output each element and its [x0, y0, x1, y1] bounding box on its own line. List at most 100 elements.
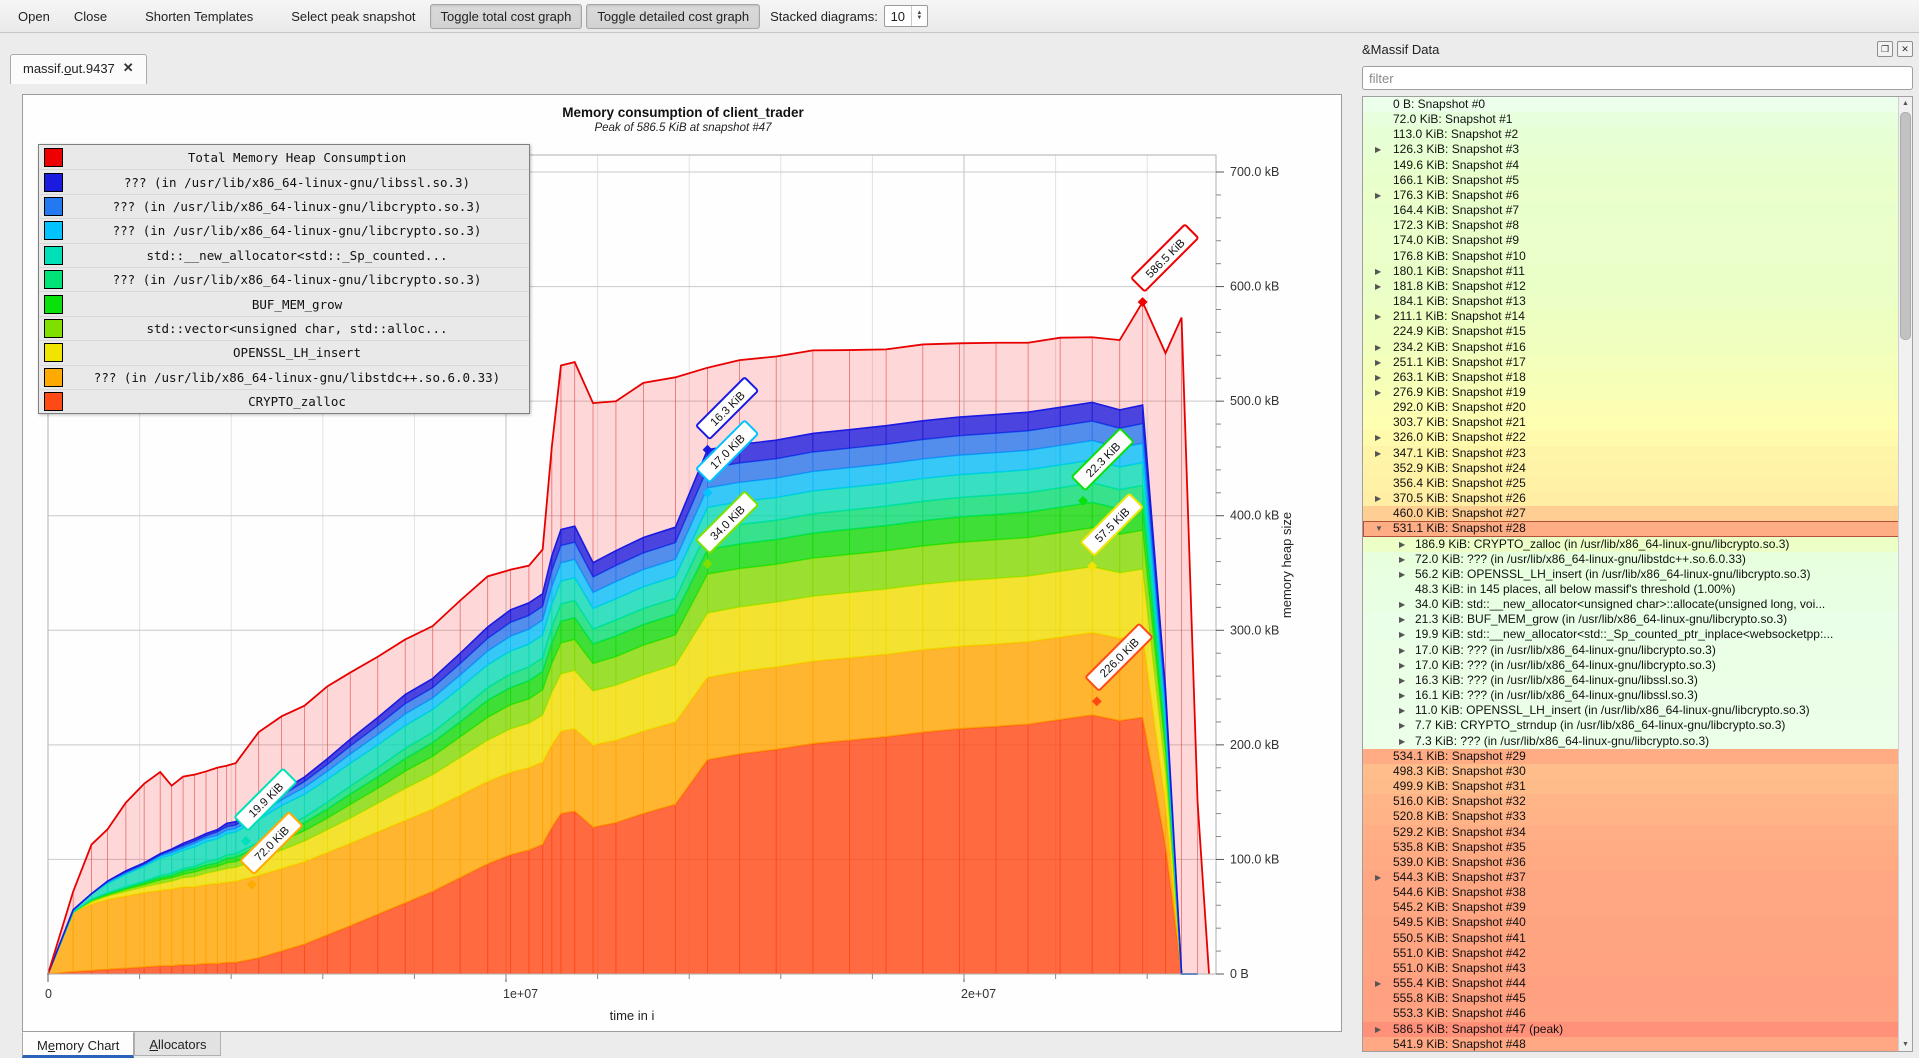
expand-icon[interactable]: ▶	[1375, 142, 1381, 157]
snapshot-child-row[interactable]: ▶7.3 KiB: ??? (in /usr/lib/x86_64-linux-…	[1363, 734, 1912, 749]
snapshot-row[interactable]: 529.2 KiB: Snapshot #34	[1363, 825, 1912, 840]
toggle-detailed-cost-button[interactable]: Toggle detailed cost graph	[586, 4, 760, 29]
dock-float-icon[interactable]: ❐	[1877, 41, 1893, 57]
expand-icon[interactable]: ▶	[1399, 552, 1405, 567]
expand-icon[interactable]: ▶	[1399, 612, 1405, 627]
snapshot-row[interactable]: ▶180.1 KiB: Snapshot #11	[1363, 264, 1912, 279]
snapshot-row[interactable]: 550.5 KiB: Snapshot #41	[1363, 931, 1912, 946]
expand-icon[interactable]: ▶	[1375, 340, 1381, 355]
expand-icon[interactable]: ▶	[1375, 1022, 1381, 1037]
expand-icon[interactable]: ▶	[1375, 309, 1381, 324]
expand-icon[interactable]: ▶	[1375, 870, 1381, 885]
snapshot-row[interactable]: 541.9 KiB: Snapshot #48	[1363, 1037, 1912, 1052]
snapshot-row[interactable]: 149.6 KiB: Snapshot #4	[1363, 158, 1912, 173]
snapshot-row[interactable]: ▼531.1 KiB: Snapshot #28	[1363, 521, 1912, 536]
snapshot-child-row[interactable]: ▶19.9 KiB: std::__new_allocator<std::_Sp…	[1363, 627, 1912, 642]
expand-icon[interactable]: ▶	[1375, 430, 1381, 445]
snapshot-child-row[interactable]: ▶34.0 KiB: std::__new_allocator<unsigned…	[1363, 597, 1912, 612]
expand-icon[interactable]: ▶	[1375, 370, 1381, 385]
toggle-total-cost-button[interactable]: Toggle total cost graph	[430, 4, 583, 29]
tab-memory-chart[interactable]: Memory Chart	[22, 1032, 134, 1058]
snapshot-row[interactable]: 551.0 KiB: Snapshot #43	[1363, 961, 1912, 976]
snapshot-row[interactable]: ▶555.4 KiB: Snapshot #44	[1363, 976, 1912, 991]
stacked-diagrams-spinbox[interactable]: 10 ▲ ▼	[884, 5, 928, 27]
spinbox-arrows[interactable]: ▲ ▼	[911, 6, 927, 26]
snapshot-row[interactable]: ▶126.3 KiB: Snapshot #3	[1363, 142, 1912, 157]
snapshot-row[interactable]: 534.1 KiB: Snapshot #29	[1363, 749, 1912, 764]
expand-icon[interactable]: ▶	[1399, 597, 1405, 612]
expand-icon[interactable]: ▶	[1375, 355, 1381, 370]
snapshot-child-row[interactable]: ▶16.1 KiB: ??? (in /usr/lib/x86_64-linux…	[1363, 688, 1912, 703]
snapshot-row[interactable]: 303.7 KiB: Snapshot #21	[1363, 415, 1912, 430]
snapshot-row[interactable]: 520.8 KiB: Snapshot #33	[1363, 809, 1912, 824]
snapshot-row[interactable]: ▶211.1 KiB: Snapshot #14	[1363, 309, 1912, 324]
snapshot-row[interactable]: 553.3 KiB: Snapshot #46	[1363, 1006, 1912, 1021]
scrollbar-thumb[interactable]	[1900, 112, 1911, 340]
expand-icon[interactable]: ▶	[1375, 491, 1381, 506]
expand-icon[interactable]: ▶	[1399, 537, 1405, 552]
tab-allocators[interactable]: Allocators	[134, 1032, 221, 1056]
snapshot-row[interactable]: 224.9 KiB: Snapshot #15	[1363, 324, 1912, 339]
snapshot-child-row[interactable]: ▶72.0 KiB: ??? (in /usr/lib/x86_64-linux…	[1363, 552, 1912, 567]
snapshot-child-row[interactable]: ▶11.0 KiB: OPENSSL_LH_insert (in /usr/li…	[1363, 703, 1912, 718]
snapshot-child-row[interactable]: ▶7.7 KiB: CRYPTO_strndup (in /usr/lib/x8…	[1363, 718, 1912, 733]
scroll-down-icon[interactable]: ▼	[1899, 1038, 1912, 1051]
snapshot-row[interactable]: ▶251.1 KiB: Snapshot #17	[1363, 355, 1912, 370]
expand-icon[interactable]: ▶	[1399, 718, 1405, 733]
snapshot-child-row[interactable]: 48.3 KiB: in 145 places, all below massi…	[1363, 582, 1912, 597]
snapshot-row[interactable]: 0 B: Snapshot #0	[1363, 97, 1912, 112]
expand-icon[interactable]: ▶	[1399, 567, 1405, 582]
snapshot-child-row[interactable]: ▶186.9 KiB: CRYPTO_zalloc (in /usr/lib/x…	[1363, 537, 1912, 552]
snapshot-row[interactable]: 176.8 KiB: Snapshot #10	[1363, 249, 1912, 264]
snapshot-row[interactable]: 164.4 KiB: Snapshot #7	[1363, 203, 1912, 218]
snapshot-child-row[interactable]: ▶21.3 KiB: BUF_MEM_grow (in /usr/lib/x86…	[1363, 612, 1912, 627]
snapshot-row[interactable]: 535.8 KiB: Snapshot #35	[1363, 840, 1912, 855]
snapshot-row[interactable]: ▶544.3 KiB: Snapshot #37	[1363, 870, 1912, 885]
snapshot-row[interactable]: 172.3 KiB: Snapshot #8	[1363, 218, 1912, 233]
tab-close-icon[interactable]: ✕	[123, 60, 134, 76]
scroll-up-icon[interactable]: ▲	[1899, 97, 1912, 110]
close-button[interactable]: Close	[64, 4, 117, 29]
snapshot-row[interactable]: 166.1 KiB: Snapshot #5	[1363, 173, 1912, 188]
snapshot-row[interactable]: ▶263.1 KiB: Snapshot #18	[1363, 370, 1912, 385]
expand-icon[interactable]: ▶	[1375, 188, 1381, 203]
snapshot-row[interactable]: 498.3 KiB: Snapshot #30	[1363, 764, 1912, 779]
snapshot-row[interactable]: ▶234.2 KiB: Snapshot #16	[1363, 340, 1912, 355]
snapshot-row[interactable]: 551.0 KiB: Snapshot #42	[1363, 946, 1912, 961]
spin-down-icon[interactable]: ▼	[916, 16, 922, 21]
expand-icon[interactable]: ▶	[1375, 446, 1381, 461]
snapshot-row[interactable]: 539.0 KiB: Snapshot #36	[1363, 855, 1912, 870]
snapshot-row[interactable]: 555.8 KiB: Snapshot #45	[1363, 991, 1912, 1006]
snapshot-row[interactable]: 352.9 KiB: Snapshot #24	[1363, 461, 1912, 476]
snapshot-row[interactable]: 356.4 KiB: Snapshot #25	[1363, 476, 1912, 491]
snapshot-row[interactable]: 499.9 KiB: Snapshot #31	[1363, 779, 1912, 794]
snapshot-row[interactable]: ▶181.8 KiB: Snapshot #12	[1363, 279, 1912, 294]
select-peak-snapshot-button[interactable]: Select peak snapshot	[281, 4, 425, 29]
snapshot-row[interactable]: ▶326.0 KiB: Snapshot #22	[1363, 430, 1912, 445]
snapshot-row[interactable]: 72.0 KiB: Snapshot #1	[1363, 112, 1912, 127]
snapshot-row[interactable]: ▶370.5 KiB: Snapshot #26	[1363, 491, 1912, 506]
snapshot-tree[interactable]: 0 B: Snapshot #072.0 KiB: Snapshot #1113…	[1362, 96, 1913, 1052]
expand-icon[interactable]: ▶	[1375, 976, 1381, 991]
expand-icon[interactable]: ▶	[1399, 734, 1405, 749]
snapshot-child-row[interactable]: ▶17.0 KiB: ??? (in /usr/lib/x86_64-linux…	[1363, 643, 1912, 658]
snapshot-row[interactable]: 174.0 KiB: Snapshot #9	[1363, 233, 1912, 248]
dock-close-icon[interactable]: ✕	[1897, 41, 1913, 57]
expand-icon[interactable]: ▶	[1399, 703, 1405, 718]
open-button[interactable]: Open	[8, 4, 60, 29]
snapshot-row[interactable]: 292.0 KiB: Snapshot #20	[1363, 400, 1912, 415]
expand-icon[interactable]: ▶	[1399, 688, 1405, 703]
snapshot-child-row[interactable]: ▶56.2 KiB: OPENSSL_LH_insert (in /usr/li…	[1363, 567, 1912, 582]
snapshot-row[interactable]: ▶176.3 KiB: Snapshot #6	[1363, 188, 1912, 203]
expand-icon[interactable]: ▶	[1399, 643, 1405, 658]
snapshot-row[interactable]: 544.6 KiB: Snapshot #38	[1363, 885, 1912, 900]
filter-input[interactable]	[1362, 66, 1913, 90]
snapshot-row[interactable]: 184.1 KiB: Snapshot #13	[1363, 294, 1912, 309]
expand-icon[interactable]: ▶	[1399, 658, 1405, 673]
collapse-icon[interactable]: ▼	[1375, 521, 1383, 536]
snapshot-row[interactable]: 113.0 KiB: Snapshot #2	[1363, 127, 1912, 142]
snapshot-row[interactable]: ▶347.1 KiB: Snapshot #23	[1363, 446, 1912, 461]
expand-icon[interactable]: ▶	[1375, 385, 1381, 400]
snapshot-row[interactable]: 545.2 KiB: Snapshot #39	[1363, 900, 1912, 915]
snapshot-row[interactable]: ▶586.5 KiB: Snapshot #47 (peak)	[1363, 1022, 1912, 1037]
